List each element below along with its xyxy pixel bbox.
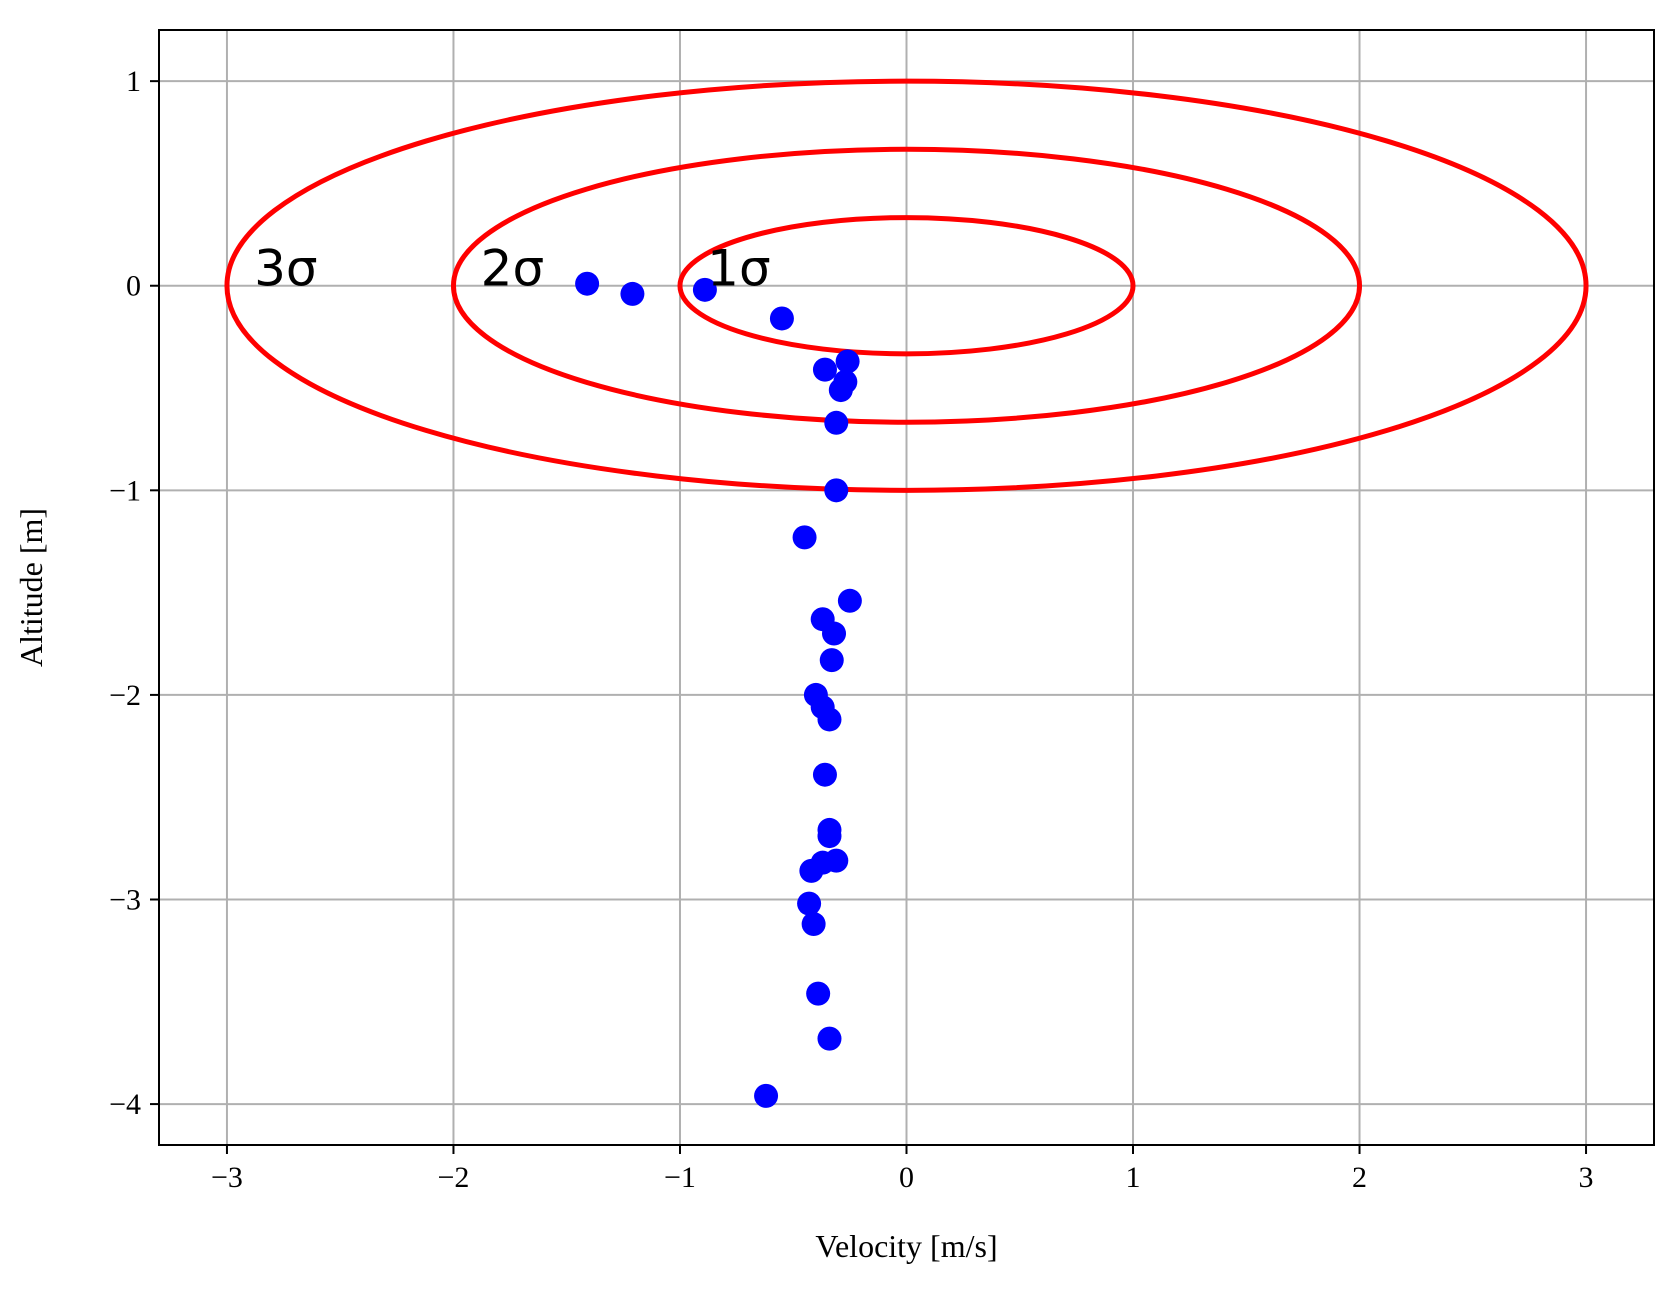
data-point (620, 281, 645, 306)
data-point (792, 525, 817, 550)
data-point (692, 277, 717, 302)
data-point (799, 858, 824, 883)
x-tick-label: −2 (438, 1161, 470, 1194)
y-tick-label: −2 (109, 679, 141, 712)
data-point (837, 588, 862, 613)
data-point (819, 648, 844, 673)
y-tick-label: −4 (109, 1088, 141, 1121)
y-tick-label: 0 (126, 270, 141, 303)
data-point (575, 271, 600, 296)
data-points (575, 271, 862, 1108)
data-point (754, 1083, 779, 1108)
sigma-label: 2σ (481, 239, 545, 297)
x-tick-label: 2 (1352, 1161, 1367, 1194)
x-axis-title: Velocity [m/s] (815, 1228, 997, 1264)
axis-ticks: −3 −2 −1 0 1 2 3 1 0 −1 −2 −3 −4 (109, 65, 1593, 1194)
data-point (801, 912, 826, 937)
sigma-label: 3σ (254, 239, 318, 297)
sigma-labels: 1σ 2σ 3σ (254, 239, 771, 297)
sigma-ellipses (224, 78, 1589, 493)
y-tick-label: 1 (126, 65, 141, 98)
data-point (822, 621, 847, 646)
data-point (824, 410, 849, 435)
data-point (812, 762, 837, 787)
sigma-label: 1σ (707, 239, 771, 297)
x-tick-label: −3 (211, 1161, 243, 1194)
sigma-ellipse (450, 146, 1363, 425)
y-axis-title: Altitude [m] (13, 508, 49, 667)
data-point (835, 349, 860, 374)
data-point (828, 378, 853, 403)
y-tick-label: −3 (109, 883, 141, 916)
data-point (769, 306, 794, 331)
data-point (824, 478, 849, 503)
y-tick-label: −1 (109, 474, 141, 507)
sigma-ellipse (677, 215, 1136, 357)
x-tick-label: 0 (899, 1161, 914, 1194)
data-point (812, 357, 837, 382)
sigma-ellipse (224, 78, 1589, 493)
data-point (817, 1026, 842, 1051)
data-point (817, 824, 842, 849)
x-tick-label: −1 (664, 1161, 696, 1194)
x-tick-label: 3 (1579, 1161, 1594, 1194)
data-point (806, 981, 831, 1006)
data-point (817, 707, 842, 732)
x-tick-label: 1 (1126, 1161, 1141, 1194)
grid-lines (159, 30, 1654, 1145)
data-point (797, 891, 822, 916)
